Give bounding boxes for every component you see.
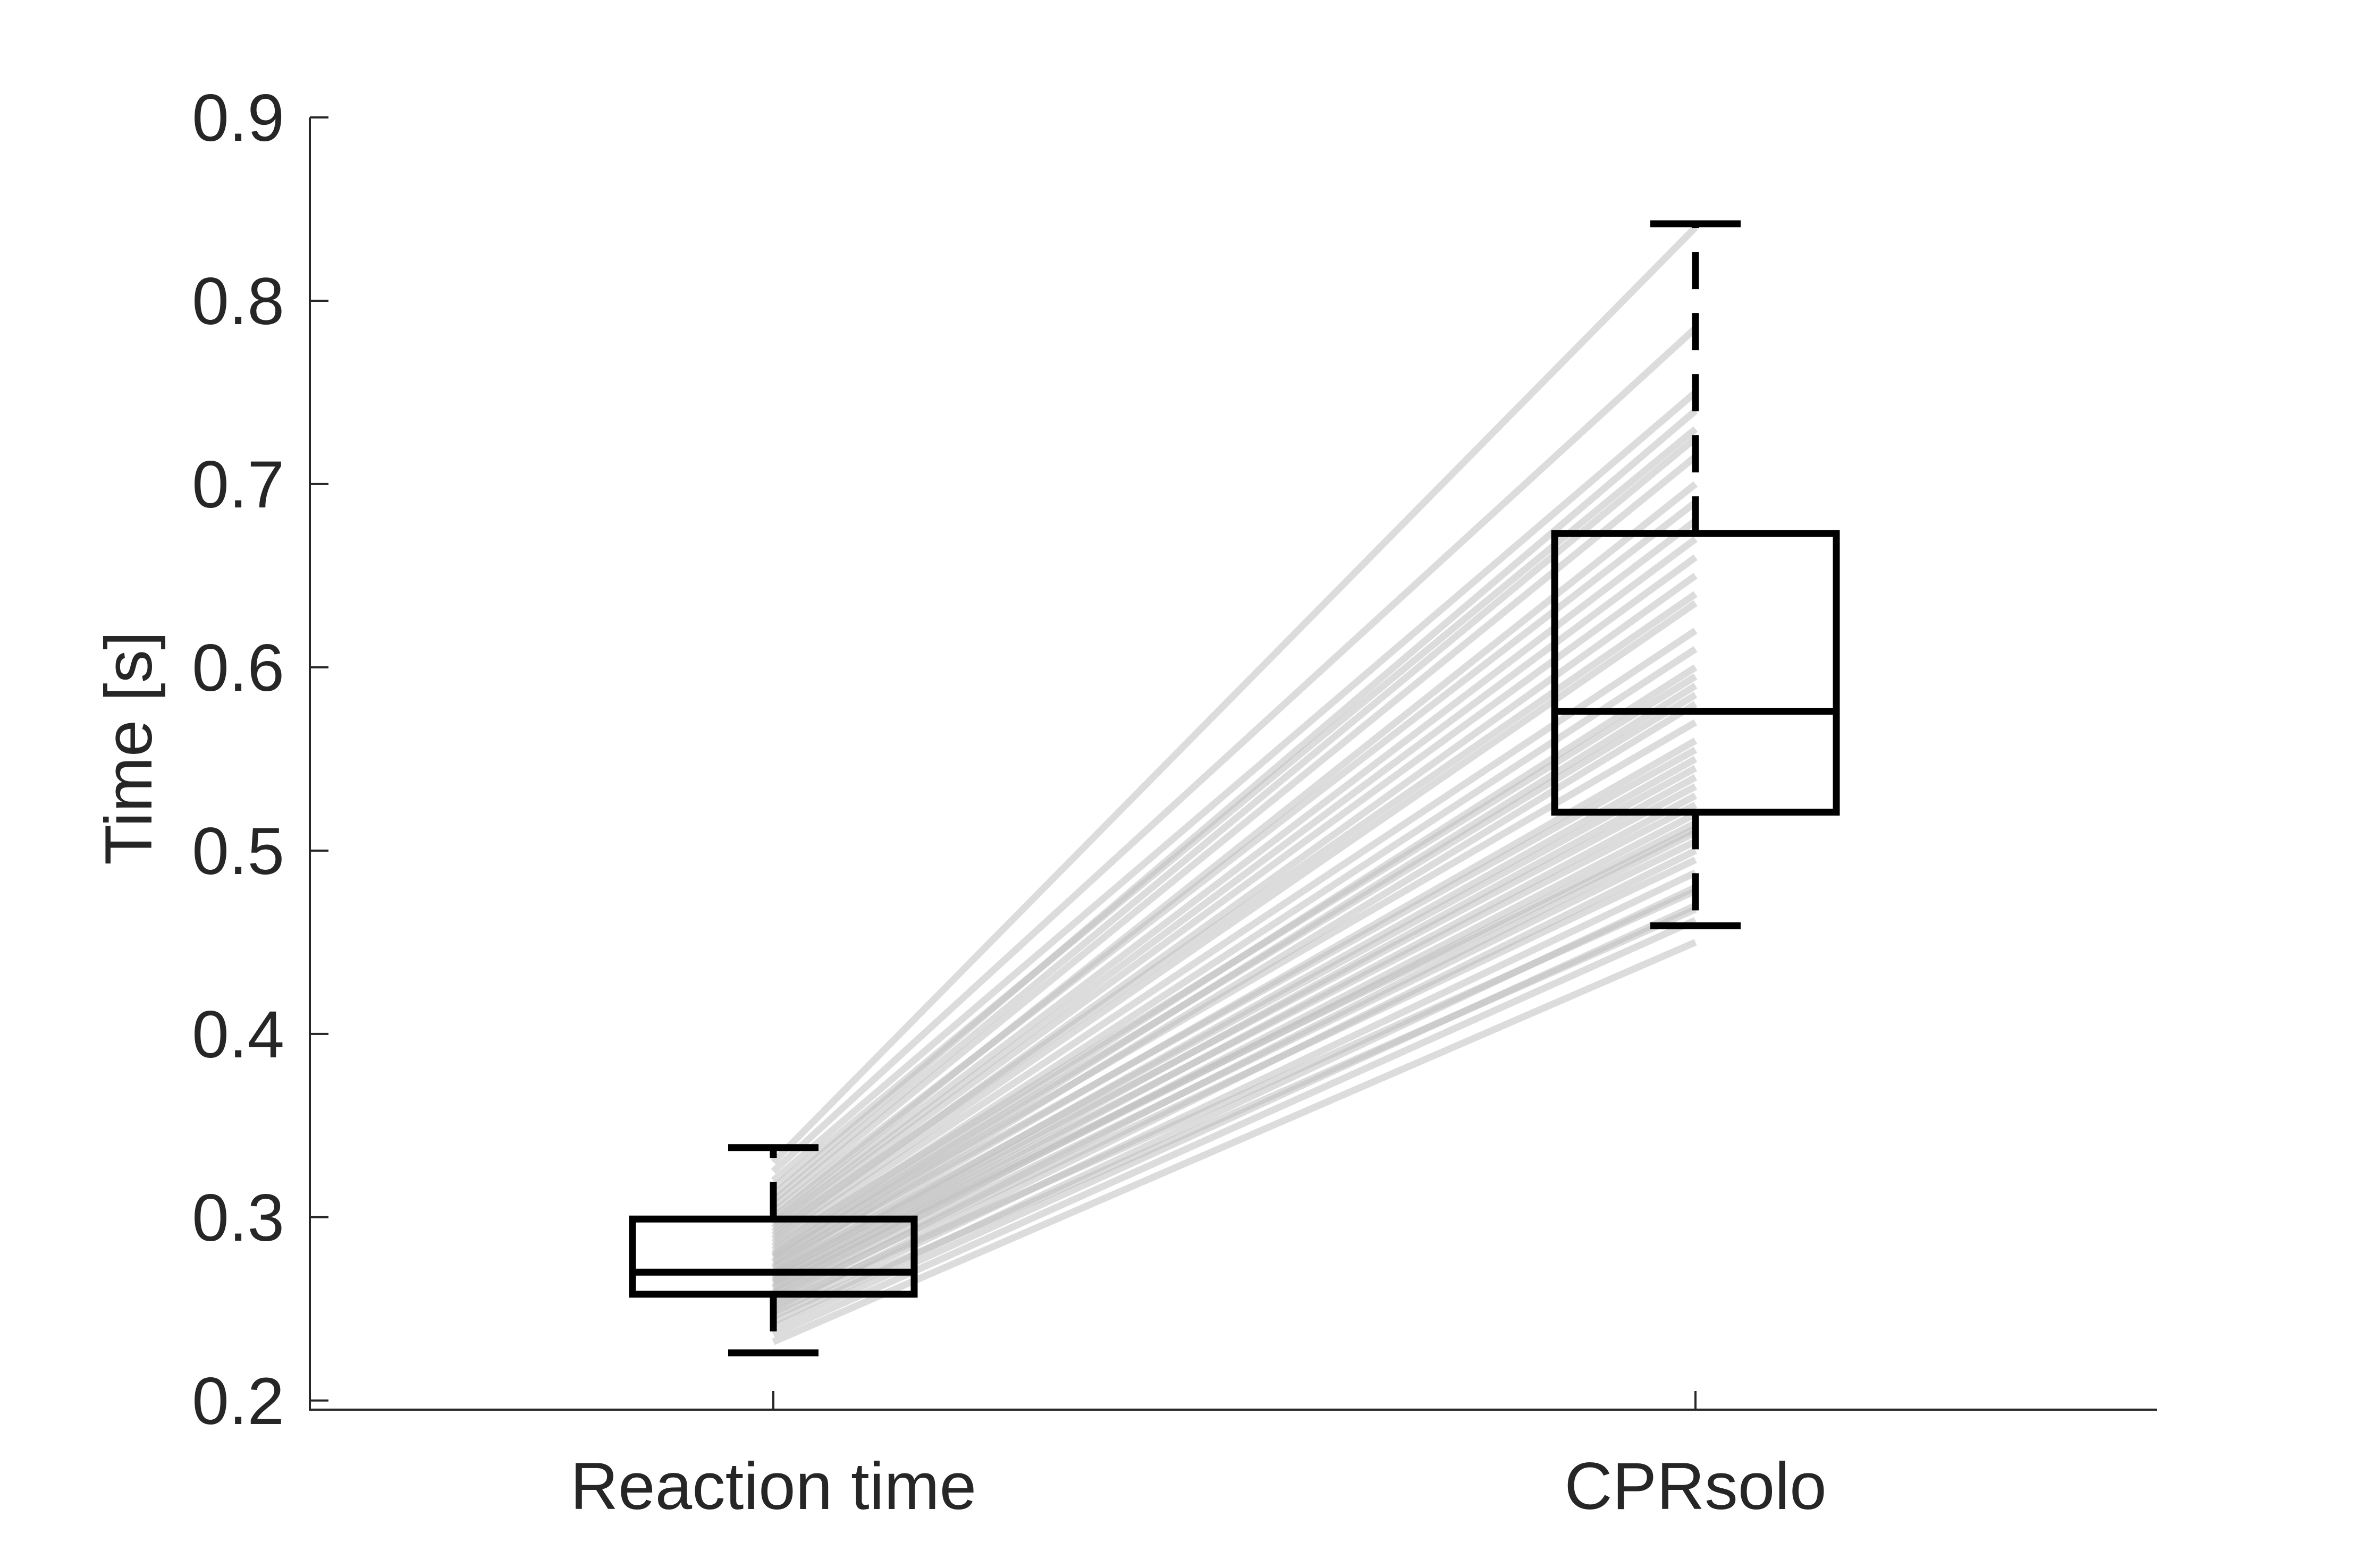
y-axis-label: Time [s] [92,631,166,865]
paired-line [771,225,1698,1165]
x-tick-label: CPRsolo [1564,1450,1826,1523]
y-ticks-group: 0.2 0.3 0.4 0.5 0.6 0.7 0.8 0.9 [192,81,328,1438]
paired-line [771,499,1698,1215]
y-tick-label: 0.4 [192,998,284,1072]
x-tick-label: Reaction time [570,1450,976,1523]
paired-line [772,939,1697,1345]
paired-line [771,536,1698,1227]
interquartile-box [629,1215,918,1298]
y-tick-label: 0.8 [192,265,284,338]
paired-line [771,435,1698,1203]
paired-line [771,325,1698,1174]
interquartile-box [1551,530,1840,816]
paired-line [772,906,1697,1320]
paired-line [772,857,1697,1301]
paired-line [772,838,1697,1298]
paired-line [771,692,1698,1257]
y-tick-label: 0.9 [192,81,284,155]
x-ticks-group: Reaction time CPRsolo [570,1391,1827,1523]
paired-line [771,628,1698,1246]
paired-line [771,783,1698,1277]
paired-line [771,701,1698,1270]
box-reaction-time [629,1144,918,1357]
axes-group [309,117,2157,1411]
y-tick-label: 0.5 [192,815,284,888]
y-tick-label: 0.6 [192,631,284,705]
paired-line [771,389,1698,1183]
paired-line [771,454,1698,1209]
y-tick-label: 0.3 [192,1181,284,1255]
paired-line [771,591,1698,1235]
paired-line [771,426,1698,1191]
paired-line [772,887,1697,1309]
y-tick-label: 0.2 [192,1364,284,1438]
paired-line [771,673,1698,1250]
paired-line [772,825,1697,1286]
paired-line [771,600,1698,1242]
paired-line [771,765,1698,1275]
paired-line [771,719,1698,1261]
paired-line [772,917,1697,1338]
boxes-group [629,220,1840,1357]
y-tick-label: 0.7 [192,448,284,522]
paired-line [771,747,1698,1266]
paired-line [771,554,1698,1231]
box-cprsolo [1551,220,1840,929]
paired-line [771,518,1698,1224]
paired-lines-group [771,225,1698,1345]
paired-line [772,801,1697,1283]
